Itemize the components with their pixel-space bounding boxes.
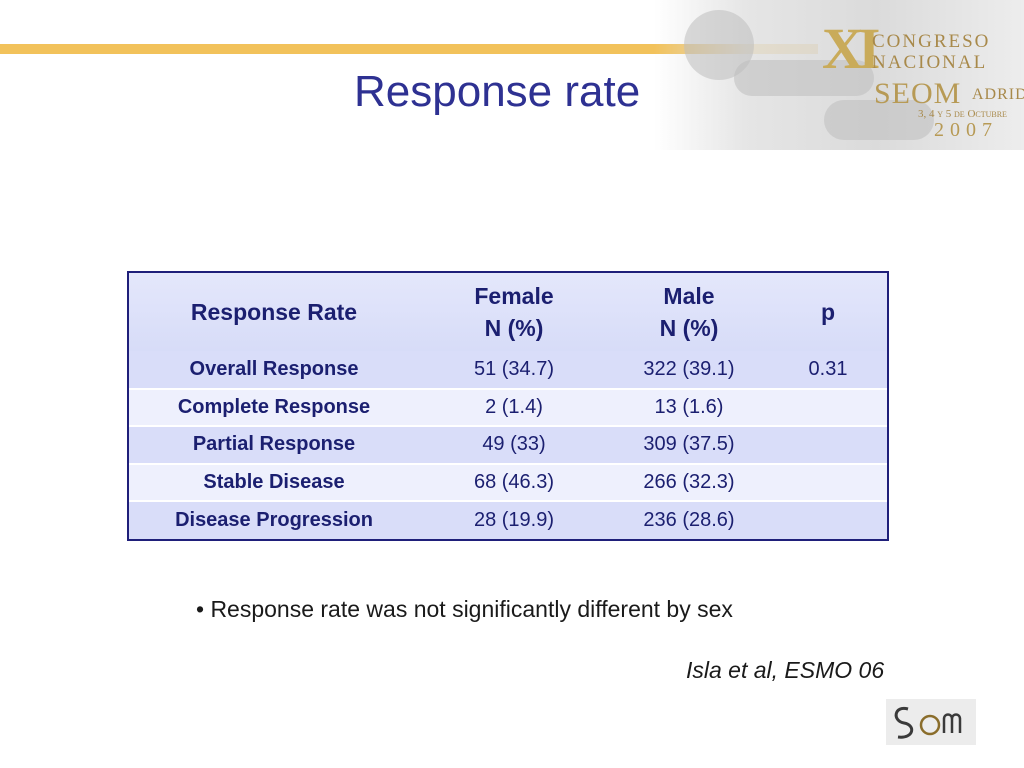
logo-line-1: CONGRESO (872, 31, 991, 52)
p-value: 0.31 (808, 357, 848, 380)
female-value: 51 (34.7) (473, 357, 555, 380)
female-value: 49 (33) (419, 425, 609, 464)
male-value: 236 (28.6) (609, 500, 769, 539)
male-value: 322 (39.1) (643, 357, 735, 380)
female-value: 68 (46.3) (419, 462, 609, 501)
table-row: Overall Response 51 (34.7) 322 (39.1) 0.… (129, 351, 887, 389)
header-background-art (654, 0, 1024, 150)
table-row: Complete Response 2 (1.4) 13 (1.6) (129, 387, 887, 426)
header-accent-rule (0, 44, 818, 54)
congress-logo: XI CONGRESO NACIONAL SEOM ADRID 3, 4 y 5… (822, 16, 1024, 141)
male-value: 309 (37.5) (609, 425, 769, 464)
male-value: 13 (1.6) (609, 387, 769, 426)
logo-numeral: XI (822, 16, 881, 81)
p-value (769, 387, 887, 426)
p-value (769, 462, 887, 501)
logo-org: SEOM (874, 77, 962, 110)
header-male: Male N (%) (659, 283, 719, 341)
logo-city: ADRID (972, 86, 1024, 103)
decorative-shape (824, 100, 934, 140)
logo-dates: 3, 4 y 5 de Octubre (918, 108, 1007, 120)
row-label: Disease Progression (129, 500, 419, 539)
response-table-container: Response Rate Female N (%) Male N (%) p Ov… (127, 271, 889, 541)
female-value: 28 (19.9) (419, 500, 609, 539)
header-p: p (820, 299, 836, 325)
bullet-point: • Response rate was not significantly di… (196, 596, 733, 622)
female-value: 2 (1.4) (419, 387, 609, 426)
table-row: Partial Response 49 (33) 309 (37.5) (129, 425, 887, 464)
p-value (769, 425, 887, 464)
row-label: Complete Response (129, 387, 419, 426)
seom-logo (886, 699, 976, 745)
citation: Isla et al, ESMO 06 (686, 657, 885, 683)
male-value: 266 (32.3) (609, 462, 769, 501)
row-label: Stable Disease (129, 462, 419, 501)
seom-logo-icon (894, 706, 962, 739)
logo-line-2: NACIONAL (872, 52, 988, 73)
header-female: Female N (%) (474, 283, 554, 341)
p-value (769, 500, 887, 539)
row-label: Overall Response (189, 357, 359, 380)
table-header-row: Response Rate Female N (%) Male N (%) p (129, 273, 887, 351)
decorative-shape (734, 60, 874, 96)
row-label: Partial Response (129, 425, 419, 464)
table-row: Stable Disease 68 (46.3) 266 (32.3) (129, 462, 887, 501)
table-row: Disease Progression 28 (19.9) 236 (28.6) (129, 500, 887, 539)
header-response-rate: Response Rate (190, 299, 358, 325)
page-title: Response rate (354, 67, 641, 116)
response-rate-table: Response Rate Female N (%) Male N (%) p Ov… (129, 273, 887, 539)
logo-year: 2007 (934, 119, 998, 141)
